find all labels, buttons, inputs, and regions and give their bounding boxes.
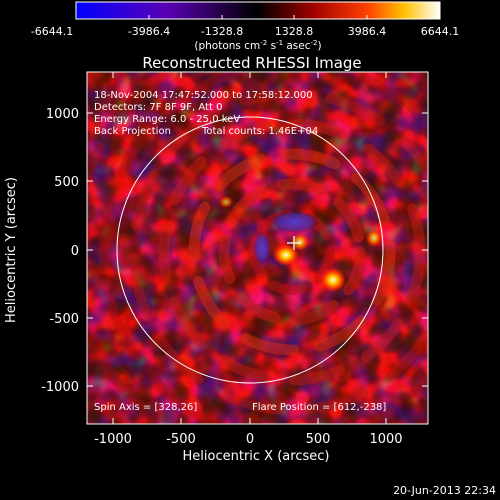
total-counts-text: Total counts: 1.46E+04 <box>201 126 318 137</box>
colorbar-tick-label: 6644.1 <box>421 25 460 38</box>
detectors-text: Detectors: 7F 8F 9F, Att 0 <box>94 102 222 113</box>
colorbar-tick-label: -6644.1 <box>31 25 73 38</box>
solar-image <box>87 72 428 424</box>
y-tick-label: -1000 <box>41 380 79 395</box>
x-tick-label: -500 <box>166 432 196 447</box>
colorbar-tick-label: 3986.4 <box>348 25 387 38</box>
x-tick-label: -1000 <box>94 432 132 447</box>
plot-title: Reconstructed RHESSI Image <box>142 54 361 72</box>
colorbar-units: (photons cm-2 s-1 asec-2) <box>194 39 321 52</box>
energy-range-text: Energy Range: 6.0 - 25.0 keV <box>94 114 240 125</box>
colorbar-tick-label: -3986.4 <box>128 25 170 38</box>
x-tick-label: 1000 <box>369 432 402 447</box>
spin-axis-marker <box>287 236 301 250</box>
y-tick-label: 0 <box>71 244 79 259</box>
x-axis-label: Heliocentric X (arcsec) <box>183 449 330 464</box>
colorbar-tick-label: -1328.8 <box>201 25 243 38</box>
method-text: Back Projection <box>94 126 171 137</box>
flare-position-text: Flare Position = [612,-238] <box>252 402 386 413</box>
time-range-text: 18-Nov-2004 17:47:52.000 to 17:58:12.000 <box>94 90 313 101</box>
spin-axis-text: Spin Axis = [328,26] <box>94 402 197 413</box>
colorbar: -6644.1 -3986.4 -1328.8 1328.8 3986.4 66… <box>31 1 460 52</box>
colorbar-ticks <box>75 15 441 19</box>
plot-frame <box>86 71 429 425</box>
colorbar-tick-label: 1328.8 <box>275 25 314 38</box>
x-tick-label: 0 <box>246 432 254 447</box>
colorbar-gradient <box>75 1 441 20</box>
axis-ticks <box>87 72 428 424</box>
solar-limb-circle <box>116 116 384 384</box>
y-axis-label: Heliocentric Y (arcsec) <box>4 177 19 323</box>
y-tick-label: -500 <box>49 312 79 327</box>
annotation-block: 18-Nov-2004 17:47:52.000 to 17:58:12.000… <box>94 90 386 413</box>
x-tick-label: 500 <box>306 432 331 447</box>
y-tick-label: 1000 <box>46 107 79 122</box>
render-timestamp: 20-Jun-2013 22:34 <box>393 484 496 497</box>
y-tick-label: 500 <box>54 175 79 190</box>
